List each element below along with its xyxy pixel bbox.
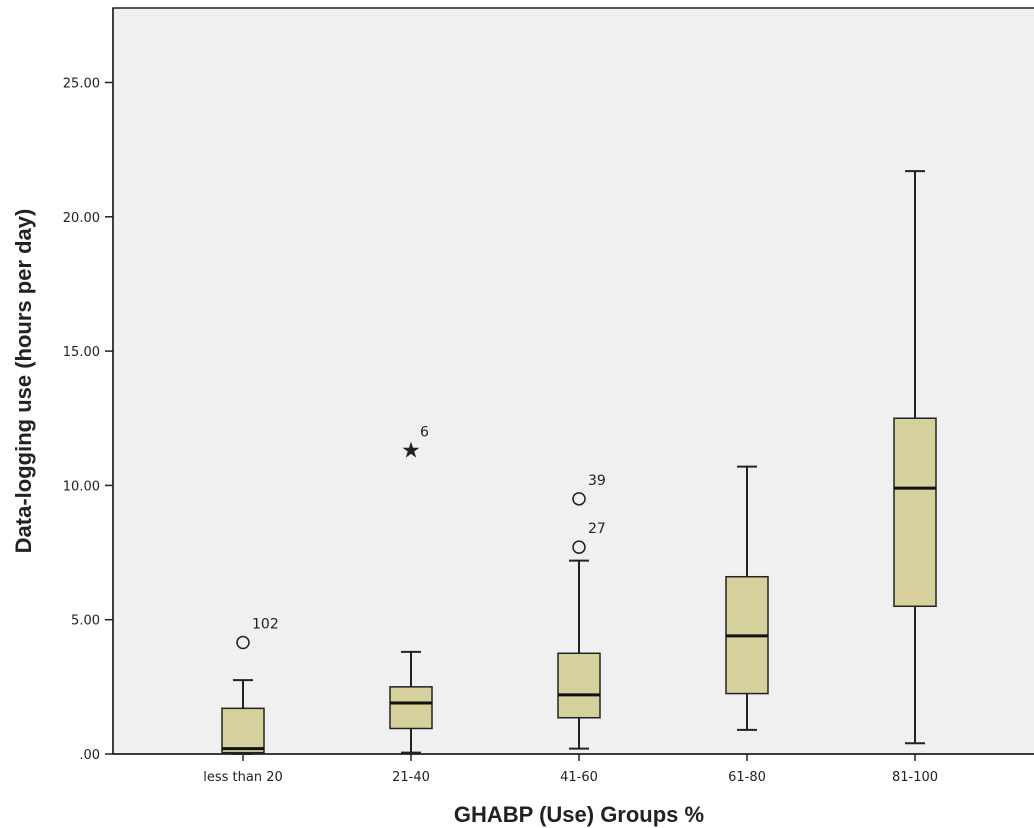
box-iqr xyxy=(221,707,265,754)
x-ticks: less than 20 21-40 41-60 61-80 81-100 xyxy=(203,754,938,785)
y-tick-label: 15.00 xyxy=(63,345,100,360)
outlier-label: 6 xyxy=(420,424,429,440)
outlier-label: 27 xyxy=(588,521,606,537)
x-axis-title: GHABP (Use) Groups % xyxy=(454,802,704,827)
box-group xyxy=(893,170,937,745)
boxes-layer: 102 ★6 39 27 xyxy=(221,170,937,755)
box-group: 102 xyxy=(221,617,279,755)
y-tick-label: 25.00 xyxy=(63,77,100,92)
outlier-label: 102 xyxy=(252,617,279,633)
box-group: ★6 xyxy=(389,424,433,754)
extreme-outlier-marker: ★ xyxy=(401,438,421,463)
plot-area xyxy=(112,7,1034,755)
box-iqr xyxy=(389,686,433,730)
y-tick-label: 5.00 xyxy=(71,614,100,629)
x-tick-label: less than 20 xyxy=(203,770,283,785)
x-tick-label: 21-40 xyxy=(392,770,430,785)
y-ticks: .00 5.00 10.00 15.00 20.00 25.00 xyxy=(63,77,113,763)
y-tick-label: 10.00 xyxy=(63,479,100,494)
y-tick-label: .00 xyxy=(79,748,100,763)
y-tick-label: 20.00 xyxy=(63,211,100,226)
outlier-marker xyxy=(572,492,586,506)
x-tick-label: 41-60 xyxy=(560,770,598,785)
y-axis-title: Data-logging use (hours per day) xyxy=(11,209,36,554)
box-iqr xyxy=(893,417,937,608)
outlier-marker xyxy=(236,635,250,650)
outlier-label: 39 xyxy=(588,473,606,489)
x-tick-label: 81-100 xyxy=(892,770,938,785)
outlier-marker xyxy=(572,540,586,554)
box-iqr xyxy=(557,652,601,719)
box-group xyxy=(725,465,769,731)
x-tick-label: 61-80 xyxy=(728,770,766,785)
box-group: 39 27 xyxy=(557,473,606,750)
